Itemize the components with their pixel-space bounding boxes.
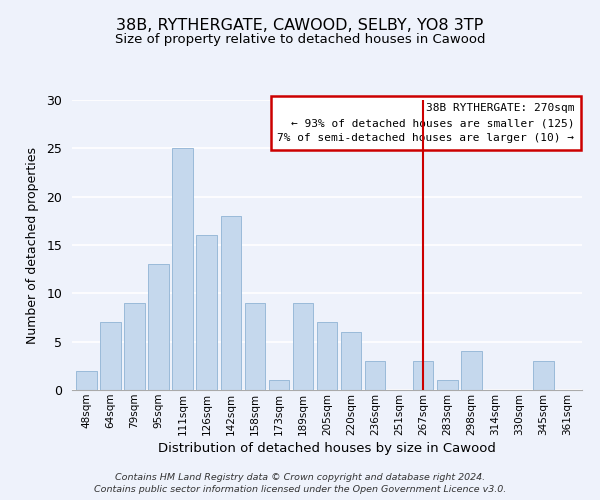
Text: 38B RYTHERGATE: 270sqm
← 93% of detached houses are smaller (125)
7% of semi-det: 38B RYTHERGATE: 270sqm ← 93% of detached… — [277, 103, 574, 144]
Bar — [341, 332, 361, 390]
Bar — [196, 236, 217, 390]
Bar — [365, 361, 385, 390]
X-axis label: Distribution of detached houses by size in Cawood: Distribution of detached houses by size … — [158, 442, 496, 455]
Text: Size of property relative to detached houses in Cawood: Size of property relative to detached ho… — [115, 32, 485, 46]
Text: Contains public sector information licensed under the Open Government Licence v3: Contains public sector information licen… — [94, 485, 506, 494]
Bar — [221, 216, 241, 390]
Bar — [100, 322, 121, 390]
Bar — [172, 148, 193, 390]
Y-axis label: Number of detached properties: Number of detached properties — [26, 146, 40, 344]
Bar — [413, 361, 433, 390]
Bar — [437, 380, 458, 390]
Bar — [148, 264, 169, 390]
Bar — [124, 303, 145, 390]
Bar — [461, 352, 482, 390]
Bar — [317, 322, 337, 390]
Text: 38B, RYTHERGATE, CAWOOD, SELBY, YO8 3TP: 38B, RYTHERGATE, CAWOOD, SELBY, YO8 3TP — [116, 18, 484, 32]
Bar — [293, 303, 313, 390]
Bar — [245, 303, 265, 390]
Bar — [76, 370, 97, 390]
Text: Contains HM Land Registry data © Crown copyright and database right 2024.: Contains HM Land Registry data © Crown c… — [115, 472, 485, 482]
Bar — [269, 380, 289, 390]
Bar — [533, 361, 554, 390]
